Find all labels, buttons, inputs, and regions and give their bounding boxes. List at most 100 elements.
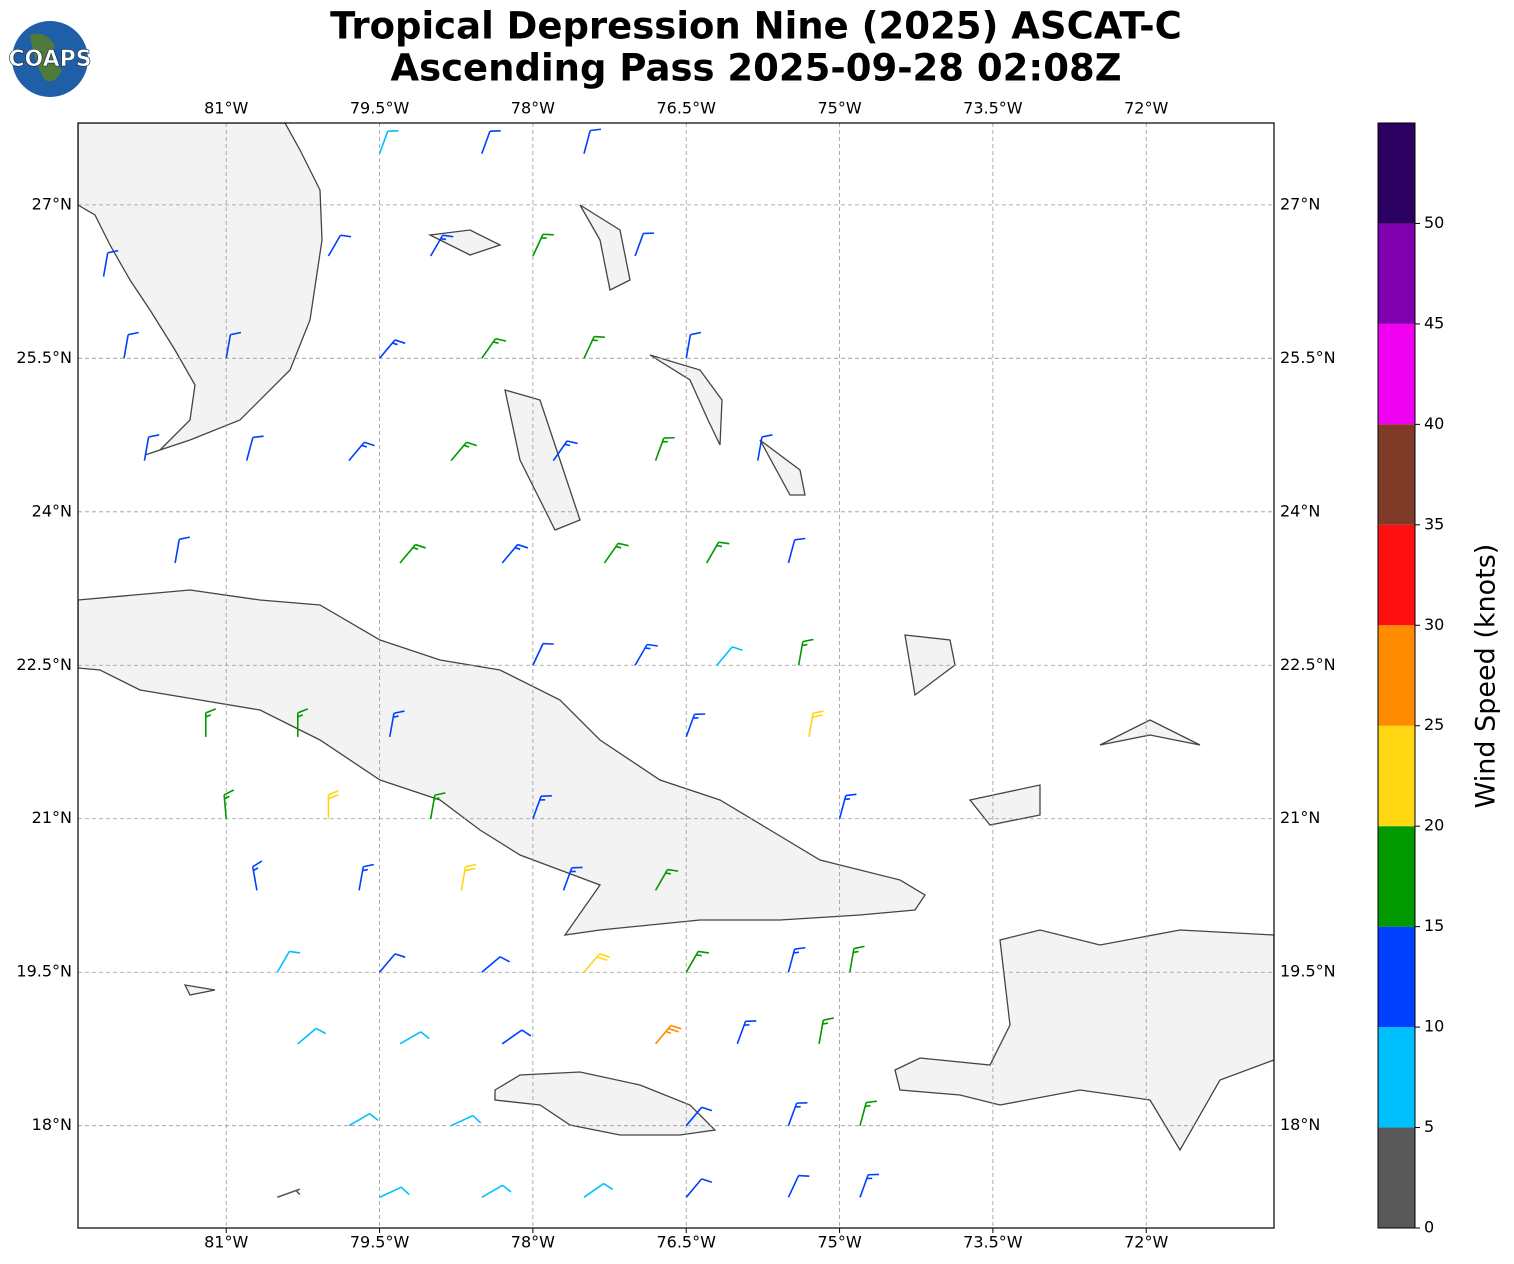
gridlines: 81°W 81°W 79.5°W 79.5°W 78°W 78°W 76.5°W 76.5°W… <box>16 99 1335 1252</box>
x-tick-label: 76.5°W <box>656 99 716 118</box>
colorbar-segment <box>1378 826 1415 927</box>
abaco <box>579 204 631 291</box>
wind-barb <box>552 440 578 462</box>
x-tick-label: 76.5°W <box>656 1233 716 1252</box>
wind-barb <box>501 543 529 564</box>
y-tick-label: 18°N <box>32 1115 72 1134</box>
wind-barb <box>685 950 709 973</box>
x-tick-label: 75°W <box>817 1233 861 1252</box>
wind-barb <box>634 232 655 257</box>
wind-barb <box>756 434 773 461</box>
wind-barb <box>859 1100 878 1126</box>
wind-barb <box>838 793 857 819</box>
y-tick-label: 22.5°N <box>1280 655 1336 674</box>
wind-barb <box>532 795 552 820</box>
wind-barb <box>583 335 605 359</box>
wind-barb <box>174 536 190 564</box>
colorbar-tick-label: 20 <box>1424 816 1444 835</box>
long-island <box>759 439 806 496</box>
wind-barb <box>716 646 743 666</box>
colorbar-segment <box>1378 1027 1415 1128</box>
wind-barb <box>685 331 702 359</box>
x-tick-label: 81°W <box>204 1233 248 1252</box>
map-frame <box>77 122 1275 1229</box>
y-tick-label: 24°N <box>32 501 72 520</box>
x-tick-label: 75°W <box>817 99 861 118</box>
colorbar-tick-label: 10 <box>1424 1017 1444 1036</box>
wind-barb <box>379 1186 410 1199</box>
colorbar-tick-label: 25 <box>1424 715 1444 734</box>
wind-barb <box>787 1101 808 1126</box>
wind-barb <box>450 1114 482 1127</box>
hispaniola <box>894 929 1274 1152</box>
wind-barb <box>583 953 610 973</box>
andros <box>504 389 581 531</box>
y-tick-label: 24°N <box>1280 501 1320 520</box>
grand-bahama <box>427 229 502 256</box>
y-tick-label: 18°N <box>1280 1115 1320 1134</box>
x-tick-label: 73.5°W <box>963 1233 1023 1252</box>
logo-text: COAPS <box>8 47 91 72</box>
wind-barb <box>859 1173 879 1198</box>
x-tick-label: 81°W <box>204 99 248 118</box>
wind-barb <box>327 234 352 257</box>
title: Tropical Depression Nine (2025) ASCAT-C <box>330 5 1182 48</box>
wind-barb <box>705 541 730 564</box>
wind-barb <box>429 234 454 257</box>
wind-barb <box>481 956 511 973</box>
wind-barb <box>378 953 406 973</box>
y-tick-label: 21°N <box>1280 808 1320 827</box>
wind-barb <box>583 1182 614 1198</box>
wind-barb <box>460 863 477 891</box>
wind-barb <box>736 1020 757 1045</box>
wind-barb <box>378 339 406 359</box>
wind-barb <box>277 1188 301 1199</box>
y-tick-label: 27°N <box>1280 194 1320 213</box>
x-tick-label: 79.5°W <box>350 1233 410 1252</box>
wind-barb <box>562 866 583 891</box>
wind-barb <box>358 863 374 891</box>
x-tick-label: 78°W <box>511 99 555 118</box>
land <box>78 123 1274 1152</box>
turks-caicos <box>1099 719 1201 746</box>
colorbar-segment <box>1378 123 1415 224</box>
colorbar-segment <box>1378 926 1415 1028</box>
wind-barb <box>787 946 806 973</box>
wind-barb <box>102 249 119 277</box>
logo-land <box>30 33 62 82</box>
y-tick-label: 19.5°N <box>1280 962 1336 981</box>
wind-barb <box>143 434 160 461</box>
wind-barb <box>654 436 675 461</box>
wind-barb <box>808 710 824 738</box>
wind-barb <box>223 789 235 819</box>
wind-barb <box>388 710 405 738</box>
wind-barb <box>787 537 806 564</box>
wind-barb <box>685 713 706 738</box>
colorbar-segment <box>1378 1127 1415 1228</box>
x-tick-label: 79.5°W <box>350 99 410 118</box>
wind-barb <box>276 950 301 973</box>
wind-barb <box>532 233 554 257</box>
x-tick-label: 73.5°W <box>963 99 1023 118</box>
wind-barb <box>501 1029 532 1045</box>
wind-barb <box>245 435 264 461</box>
colorbar-label: Wind Speed (knots) <box>1471 544 1502 809</box>
colorbar-tick-label: 40 <box>1424 414 1444 433</box>
y-tick-label: 19.5°N <box>16 962 72 981</box>
colorbar-tick-label: 50 <box>1424 213 1444 232</box>
wind-barb <box>481 1184 512 1199</box>
wind-barb <box>450 441 478 462</box>
colorbar-segment <box>1378 323 1415 425</box>
wind-barb <box>251 860 263 891</box>
logo: COAPS <box>8 21 92 97</box>
colorbar-tick-label: 35 <box>1424 514 1444 533</box>
wind-barb <box>348 441 375 462</box>
colorbar-tick-label: 5 <box>1424 1117 1434 1136</box>
y-tick-label: 27°N <box>32 194 72 213</box>
colorbar-tick-label: 15 <box>1424 916 1444 935</box>
y-tick-label: 25.5°N <box>16 348 72 367</box>
colorbar: 0 5 10 15 20 25 30 35 40 45 50 <box>1377 122 1444 1237</box>
wind-barb <box>123 331 139 359</box>
colorbar-segment <box>1378 424 1415 525</box>
